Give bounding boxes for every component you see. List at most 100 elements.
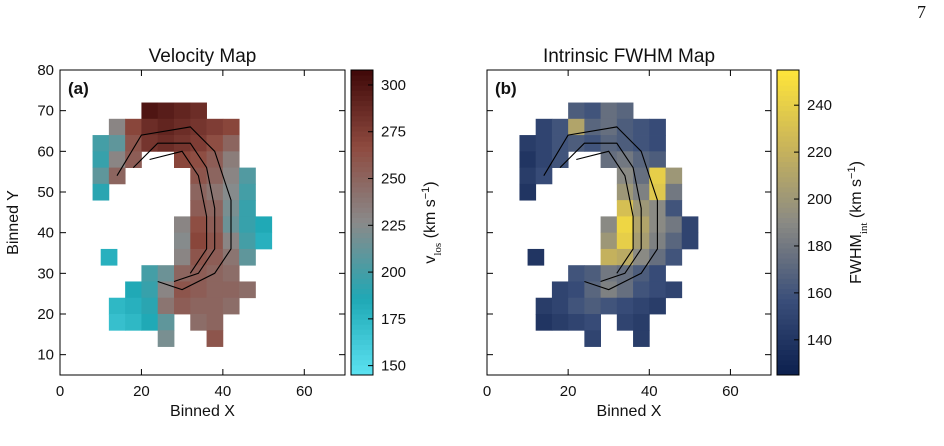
map-cell <box>206 135 224 152</box>
map-cell <box>125 135 142 152</box>
map-cell <box>190 102 207 120</box>
map-cell <box>633 167 650 185</box>
map-cell <box>600 216 618 234</box>
colorbar-step <box>351 110 373 117</box>
map-cell <box>584 330 601 347</box>
colorbar-step <box>777 166 799 173</box>
map-cell <box>633 151 650 168</box>
colorbar-step <box>351 115 373 122</box>
map-cell <box>535 297 553 315</box>
map-cell <box>535 135 553 152</box>
map-cell <box>665 200 683 217</box>
colorbar-step <box>777 253 799 259</box>
map-cell <box>535 314 553 331</box>
colorbar-step <box>777 156 799 162</box>
map-cell <box>206 118 224 136</box>
colorbar-step <box>777 319 799 325</box>
y-tick-label: 20 <box>37 306 54 323</box>
map-cell <box>616 151 634 168</box>
colorbar-step <box>777 90 799 96</box>
map-cell <box>157 265 175 282</box>
map-cell <box>665 167 683 185</box>
map-cell <box>551 151 569 168</box>
colorbar-step <box>351 344 373 351</box>
colorbar-step <box>777 314 799 320</box>
colorbar-step <box>777 105 799 112</box>
map-cell <box>190 135 207 152</box>
chart-title: Intrinsic FWHM Map <box>543 46 715 67</box>
map-cell <box>600 232 618 250</box>
page-number: 7 <box>917 2 926 22</box>
map-cell <box>141 135 159 152</box>
map-cell <box>206 183 224 201</box>
map-cell <box>681 216 699 234</box>
colorbar-step <box>351 186 373 193</box>
map-cell <box>108 151 126 168</box>
colorbar-step <box>351 319 373 325</box>
map-cell <box>125 297 142 315</box>
colorbar-step <box>351 75 373 81</box>
colorbar-step <box>777 176 799 183</box>
colorbar-step <box>351 329 373 335</box>
colorbar-step <box>351 359 373 366</box>
map-cell <box>125 314 142 331</box>
colorbar-label-part: los <box>432 243 444 256</box>
map-cell <box>174 265 191 282</box>
map-cell <box>551 314 569 331</box>
map-cell <box>125 151 142 168</box>
map-cell <box>616 248 634 266</box>
map-cell <box>633 297 650 315</box>
colorbar-step <box>777 227 799 234</box>
map-cell <box>174 118 191 136</box>
y-tick-label: 30 <box>37 265 54 282</box>
map-cell <box>633 118 650 136</box>
map-cell <box>206 248 224 266</box>
colorbar-step <box>351 207 373 213</box>
map-cell <box>239 232 256 250</box>
map-cell <box>174 248 191 266</box>
x-axis-label: Binned X <box>170 403 235 420</box>
map-cell <box>125 281 142 299</box>
colorbar-step <box>777 217 799 223</box>
map-cell <box>600 102 618 120</box>
y-axis-label: Binned Y <box>5 190 22 255</box>
x-tick-label: 0 <box>56 383 64 400</box>
colorbar-step <box>777 354 799 361</box>
colorbar-label-part: −1 <box>846 166 858 179</box>
colorbar-step <box>351 258 373 264</box>
colorbar-label: vlos (km s−1) <box>420 181 444 263</box>
colorbar-label-part: int <box>858 223 870 235</box>
map-cell <box>665 216 683 234</box>
map-cell <box>239 216 256 234</box>
colorbar-step <box>777 268 799 274</box>
colorbar-step <box>777 120 799 127</box>
colorbar-step <box>351 70 373 76</box>
colorbar-step <box>777 308 799 315</box>
map-cell <box>584 297 601 315</box>
colorbar-step <box>777 324 799 330</box>
colorbar-label-part: (km s <box>422 199 439 243</box>
map-cell <box>190 232 207 250</box>
colorbar-tick-label: 200 <box>381 264 406 281</box>
map-cell <box>190 248 207 266</box>
y-tick-label: 50 <box>37 184 54 201</box>
colorbar-step <box>351 273 373 279</box>
colorbar-step <box>777 349 799 356</box>
colorbar-step <box>777 197 799 203</box>
map-cell <box>157 314 175 331</box>
contour <box>576 150 634 274</box>
colorbar-tick-label: 140 <box>807 332 832 349</box>
map-cell <box>157 102 175 120</box>
map-cell <box>568 297 585 315</box>
x-axis-label: Binned X <box>597 403 662 420</box>
map-cell <box>584 314 601 331</box>
map-cell <box>222 135 240 152</box>
y-tick-label: 40 <box>37 225 54 242</box>
colorbar-step <box>777 181 799 188</box>
map-cell <box>616 118 634 136</box>
colorbar-step <box>351 247 373 254</box>
map-cell <box>584 265 601 282</box>
colorbar-step <box>777 131 799 137</box>
colorbar-step <box>777 232 799 239</box>
map-cell <box>141 314 159 331</box>
